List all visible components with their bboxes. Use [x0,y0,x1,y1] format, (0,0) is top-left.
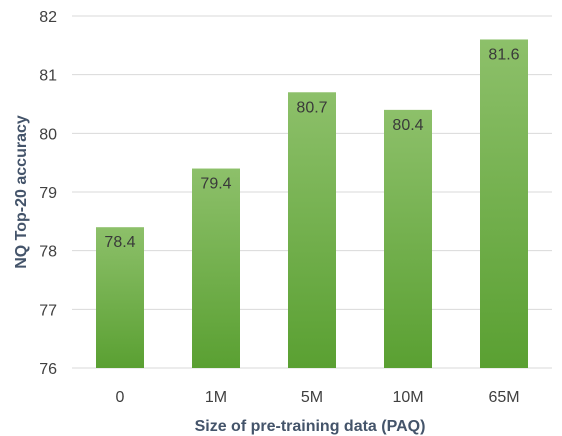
data-labels: 78.4 79.4 80.7 80.4 81.6 [104,46,519,251]
y-tick-label: 77 [39,302,57,319]
y-tick-label: 80 [39,126,57,143]
bars [96,39,528,369]
y-tick-label: 81 [39,68,57,85]
data-label-0: 78.4 [104,234,135,251]
data-label-1M: 79.4 [200,176,231,193]
bar-65M [480,39,528,368]
bar-10M [384,109,432,368]
x-tick-label-10M: 10M [392,389,423,406]
data-label-10M: 80.4 [392,117,423,134]
x-tick-label-65M: 65M [488,389,519,406]
x-tick-label-5M: 5M [301,389,323,406]
x-axis-ticks: 0 1M 5M 10M 65M [116,389,520,406]
x-tick-label-1M: 1M [205,389,227,406]
data-label-5M: 80.7 [296,99,327,116]
x-tick-label-0: 0 [116,389,125,406]
y-tick-label: 79 [39,185,57,202]
bar-1M [192,168,240,368]
bar-0 [96,227,144,368]
y-axis-title: NQ Top-20 accuracy [13,115,30,269]
y-axis-ticks: 76 77 78 79 80 81 82 [39,9,57,378]
y-tick-label: 78 [39,244,57,261]
x-axis-title: Size of pre-training data (PAQ) [195,418,426,435]
y-tick-label: 82 [39,9,57,26]
y-tick-label: 76 [39,361,57,378]
data-label-65M: 81.6 [488,46,519,63]
bar-5M [288,92,336,369]
